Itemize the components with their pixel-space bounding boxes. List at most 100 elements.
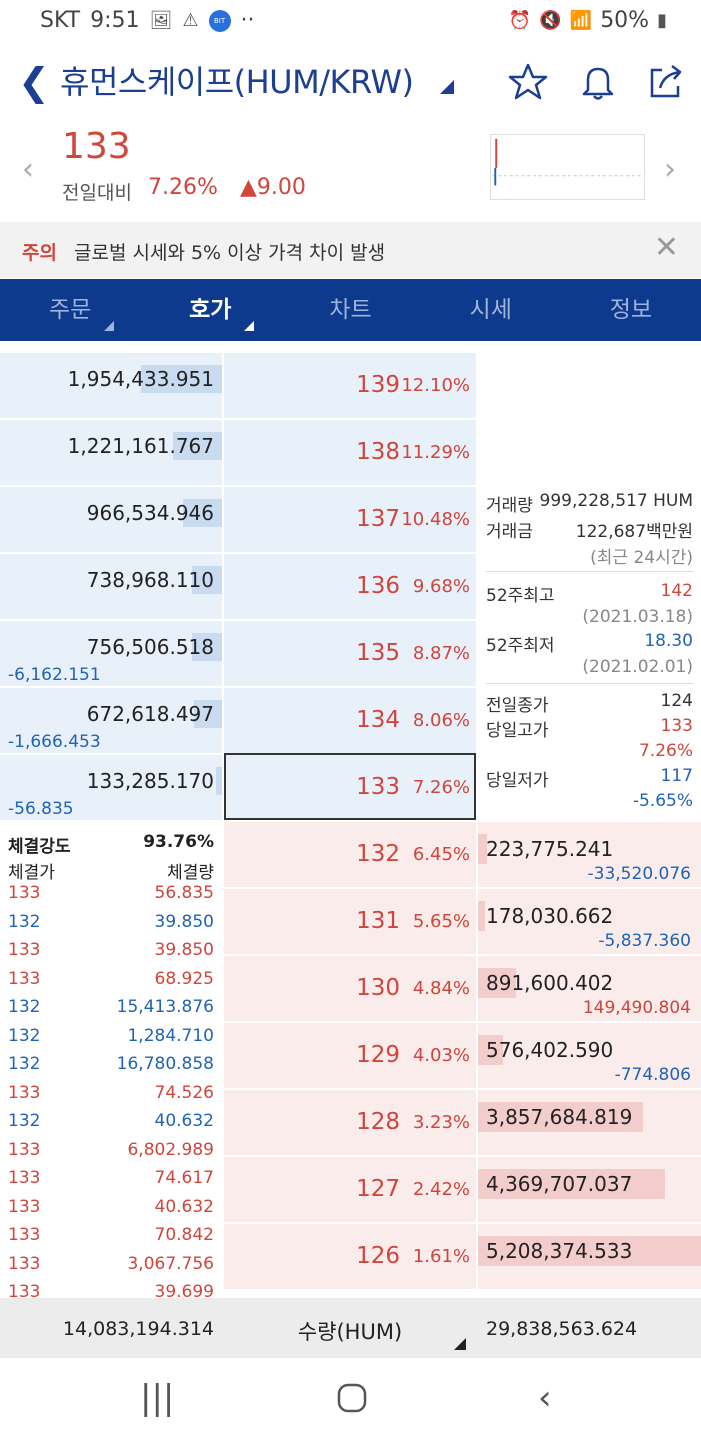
- ask-qty-cell[interactable]: 672,618.497 -1,666.453: [0, 688, 222, 753]
- bid-qty-bar: [478, 1169, 665, 1199]
- ask-price-pct: 12.10%: [401, 375, 470, 396]
- prev-coin-chevron-icon[interactable]: ‹: [22, 152, 34, 187]
- bid-qty-bar: [478, 834, 487, 864]
- trade-price: 133: [8, 1282, 41, 1298]
- ask-qty-bar: [173, 432, 222, 460]
- ask-row[interactable]: 1,954,433.951 139 12.10%: [0, 353, 701, 418]
- trade-qty: 74.526: [154, 1082, 214, 1103]
- bid-price-cell[interactable]: 131 5.65%: [224, 889, 476, 954]
- ask-price-cell[interactable]: 138 11.29%: [224, 420, 476, 485]
- ask-price-cell[interactable]: 134 8.06%: [224, 688, 476, 753]
- bid-qty-cell[interactable]: 5,208,374.533: [478, 1224, 701, 1289]
- bid-price-cell[interactable]: 128 3.23%: [224, 1090, 476, 1155]
- bid-row[interactable]: 130 4.84% 891,600.402 149,490.804: [0, 956, 701, 1021]
- bid-price-cell[interactable]: 130 4.84%: [224, 956, 476, 1021]
- bid-row[interactable]: 127 2.42% 4,369,707.037: [0, 1157, 701, 1222]
- trade-price: 133: [8, 940, 41, 960]
- favorite-star-icon[interactable]: [508, 62, 548, 102]
- ask-qty-cell[interactable]: 1,221,161.767: [0, 420, 222, 485]
- ask-qty-cell[interactable]: 966,534.946: [0, 487, 222, 552]
- ask-row[interactable]: 738,968.110 136 9.68%: [0, 554, 701, 619]
- bid-price-pct: 5.65%: [412, 911, 470, 932]
- trade-row: 132 15,413.876: [8, 997, 214, 1017]
- close-icon[interactable]: ✕: [653, 230, 679, 265]
- ask-qty-cell[interactable]: 756,506.518 -6,162.151: [0, 621, 222, 686]
- tab-chart[interactable]: 차트: [329, 297, 372, 323]
- ask-price-cell[interactable]: 135 8.87%: [224, 621, 476, 686]
- coin-title[interactable]: 휴먼스케이프(HUM/KRW): [60, 63, 414, 101]
- bid-row[interactable]: 126 1.61% 5,208,374.533: [0, 1224, 701, 1289]
- divider: [486, 683, 693, 684]
- ask-row[interactable]: 756,506.518 -6,162.151 135 8.87%: [0, 621, 701, 686]
- trade-price: 133: [8, 968, 41, 989]
- status-bar: SKT 9:51 🖼 ⚠ BIT PUSH ·· ⏰ 🔇 📶 50% ▮: [0, 0, 701, 47]
- bid-price-pct: 1.61%: [412, 1246, 470, 1267]
- share-icon[interactable]: [646, 62, 686, 102]
- bid-price: 127: [356, 1176, 400, 1202]
- trade-row: 133 56.835: [8, 883, 214, 903]
- ask-qty-cell[interactable]: 1,954,433.951: [0, 353, 222, 418]
- bid-row[interactable]: 129 4.03% 576,402.590 -774.806: [0, 1023, 701, 1088]
- recent-apps-icon[interactable]: |||: [140, 1378, 175, 1418]
- bid-price-cell[interactable]: 126 1.61%: [224, 1224, 476, 1289]
- bid-qty-cell[interactable]: 223,775.241 -33,520.076: [478, 822, 701, 887]
- trade-qty: 39.850: [154, 940, 214, 960]
- bid-qty-cell[interactable]: 576,402.590 -774.806: [478, 1023, 701, 1088]
- ask-qty: 1,221,161.767: [67, 434, 214, 458]
- bid-qty-change: -5,837.360: [598, 931, 691, 951]
- tab-info[interactable]: 정보: [609, 297, 653, 323]
- bid-row[interactable]: 128 3.23% 3,857,684.819: [0, 1090, 701, 1155]
- trade-price: 133: [8, 1225, 41, 1245]
- bid-price-pct: 6.45%: [412, 844, 470, 865]
- ask-qty-bar: [192, 633, 222, 661]
- tab-order[interactable]: 주문: [0, 279, 140, 341]
- bid-price-cell[interactable]: 132 6.45%: [224, 822, 476, 887]
- recent-trades[interactable]: 체결강도 93.76% 체결가 체결량 133 56.835 132 39.850 133 3…: [0, 820, 222, 1298]
- ask-row[interactable]: 1,221,161.767 138 11.29%: [0, 420, 701, 485]
- next-coin-chevron-icon[interactable]: ›: [664, 152, 676, 187]
- ask-qty-cell[interactable]: 133,285.170 -56.835: [0, 755, 222, 820]
- total-ask-qty: 14,083,194.314: [62, 1318, 214, 1340]
- bid-row[interactable]: 131 5.65% 178,030.662 -5,837.360: [0, 889, 701, 954]
- period-note: (최근 24시간): [590, 548, 693, 568]
- home-icon[interactable]: [336, 1382, 368, 1414]
- back-button[interactable]: ❮: [18, 60, 50, 104]
- trade-qty: 3,067.756: [127, 1253, 214, 1274]
- alarm-bell-icon[interactable]: [578, 62, 618, 102]
- bid-row[interactable]: 132 6.45% 223,775.241 -33,520.076: [0, 822, 701, 887]
- bid-price-cell[interactable]: 127 2.42%: [224, 1157, 476, 1222]
- bid-qty: 223,775.241: [486, 837, 614, 861]
- ask-row[interactable]: 672,618.497 -1,666.453 134 8.06%: [0, 688, 701, 753]
- ask-row[interactable]: 966,534.946 137 10.48%: [0, 487, 701, 552]
- mini-price-chart[interactable]: [490, 134, 645, 200]
- back-nav-icon[interactable]: ‹: [538, 1378, 552, 1418]
- warning-notice: 주의 글로벌 시세와 5% 이상 가격 차이 발생 ✕: [0, 222, 701, 278]
- ask-price: 138: [356, 439, 400, 465]
- ask-price-cell[interactable]: 133 7.26%: [224, 755, 476, 820]
- ask-qty-cell[interactable]: 738,968.110: [0, 554, 222, 619]
- ask-price-cell[interactable]: 139 12.10%: [224, 353, 476, 418]
- unit-selector[interactable]: 수량(HUM): [224, 1298, 476, 1358]
- ask-qty-change: -56.835: [8, 799, 74, 819]
- ask-price-cell[interactable]: 137 10.48%: [224, 487, 476, 552]
- tab-market-price[interactable]: 시세: [469, 297, 512, 323]
- ask-price: 135: [356, 640, 400, 666]
- bid-price: 126: [356, 1243, 400, 1269]
- trade-price: 133: [8, 883, 41, 903]
- bid-qty-cell[interactable]: 3,857,684.819: [478, 1090, 701, 1155]
- bid-qty-cell[interactable]: 178,030.662 -5,837.360: [478, 889, 701, 954]
- tab-orderbook[interactable]: 호가: [140, 279, 280, 341]
- bid-price-cell[interactable]: 129 4.03%: [224, 1023, 476, 1088]
- bid-qty-cell[interactable]: 4,369,707.037: [478, 1157, 701, 1222]
- ask-price-cell[interactable]: 136 9.68%: [224, 554, 476, 619]
- order-book: 1,954,433.951 139 12.10% 1,221,161.767 138 11…: [0, 341, 701, 1298]
- coin-select-caret-icon[interactable]: [440, 80, 454, 94]
- ask-qty: 738,968.110: [86, 568, 214, 592]
- ask-price-pct: 8.87%: [412, 643, 470, 664]
- trade-qty: 1,284.710: [127, 1025, 214, 1046]
- ask-qty-bar: [216, 767, 222, 795]
- ask-row[interactable]: 133,285.170 -56.835 133 7.26%: [0, 755, 701, 820]
- bid-qty-cell[interactable]: 891,600.402 149,490.804: [478, 956, 701, 1021]
- trade-price-header: 체결가: [8, 863, 55, 883]
- bid-qty: 576,402.590: [486, 1038, 614, 1062]
